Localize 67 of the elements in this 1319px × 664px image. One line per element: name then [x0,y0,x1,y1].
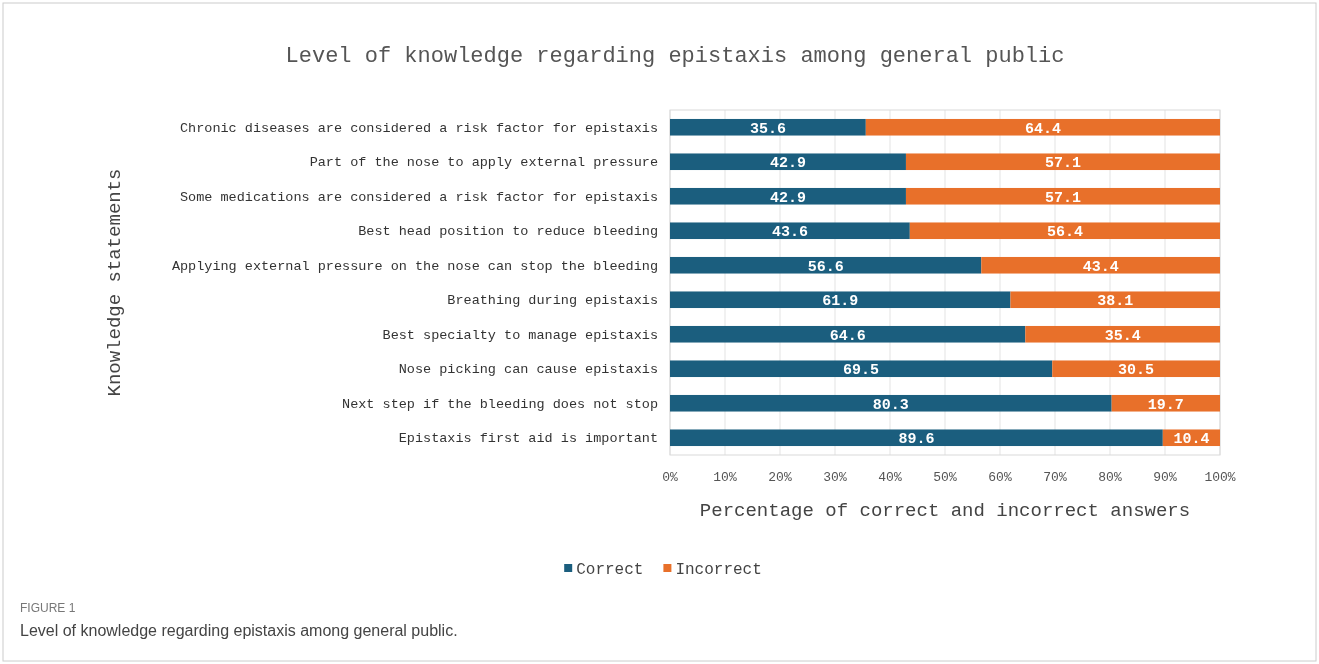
bar [670,360,1053,378]
bar [670,325,1026,343]
x-tick-label: 60% [988,470,1012,485]
data-label: 30.5 [1118,362,1155,379]
chart-title: Level of knowledge regarding epistaxis among general public [285,44,1065,69]
data-label: 64.6 [829,327,866,345]
x-tick-label: 20% [768,470,792,485]
bar [1111,394,1220,412]
y-tick-label: Applying external pressure on the nose can stop the bleeding [171,258,658,274]
legend-label: Correct [576,561,644,579]
x-tick-label: 90% [1153,470,1177,485]
y-tick-label: Part of the nose to apply external pressure [309,155,658,171]
x-tick-label: 30% [823,470,847,485]
bar [909,222,1220,240]
x-tick-label: 0% [662,470,678,485]
y-axis-title: Knowledge statements [104,168,126,397]
bar [905,187,1220,205]
data-label: 89.6 [898,431,935,448]
data-label: 38.1 [1097,293,1134,310]
bar [670,118,866,136]
text: Level of knowledge regarding epistaxis among general public. [20,622,458,639]
caption: FIGURE 1 [20,601,76,615]
data-label: 43.4 [1082,258,1119,276]
x-tick-label: 50% [933,470,957,485]
y-tick-label: Best head position to reduce bleeding [358,224,658,240]
y-tick-label: Best specialty to manage epistaxis [382,327,658,343]
x-tick-label: 40% [878,470,902,485]
bar [981,256,1220,274]
y-tick-label: Next step if the bleeding does not stop [342,396,658,412]
x-tick-label: 10% [713,470,737,485]
x-tick-label: 80% [1098,470,1122,485]
y-tick-label: Some medications are considered a risk factor for epistaxis [180,189,658,205]
bar [670,187,906,205]
bar [865,118,1220,136]
data-label: 61.9 [822,293,859,310]
data-label: 10.4 [1173,431,1210,448]
data-label: 56.6 [807,258,844,276]
bar [670,394,1112,412]
legend-label: Incorrect [675,561,762,579]
data-label: 35.4 [1104,327,1141,345]
data-label: 57.1 [1044,189,1081,207]
bar [1010,291,1220,309]
bar [670,256,982,274]
y-tick-label: Breathing during epistaxis [447,293,658,309]
bar [905,153,1220,171]
data-label: 42.9 [769,155,806,172]
x-tick-label: 100% [1204,470,1236,485]
bar [1025,325,1220,343]
data-label: 35.6 [749,120,786,138]
bar [670,429,1163,447]
y-tick-label: Chronic diseases are considered a risk factor for epistaxis [180,120,658,136]
data-label: 42.9 [769,189,806,207]
data-label: 80.3 [872,396,909,414]
data-label: 69.5 [843,362,880,379]
x-tick-label: 70% [1043,470,1067,485]
x-axis-title: Percentage of correct and incorrect answers [699,500,1191,522]
y-tick-label: Nose picking can cause epistaxis [398,362,658,378]
bar [1052,360,1220,378]
y-tick-label: Epistaxis first aid is important [398,431,658,447]
bar [670,291,1011,309]
data-label: 43.6 [771,224,808,241]
bar [670,153,906,171]
data-label: 56.4 [1046,224,1083,241]
data-label: 64.4 [1024,120,1061,138]
bar [670,222,910,240]
data-label: 19.7 [1147,396,1184,414]
data-label: 57.1 [1044,155,1081,172]
